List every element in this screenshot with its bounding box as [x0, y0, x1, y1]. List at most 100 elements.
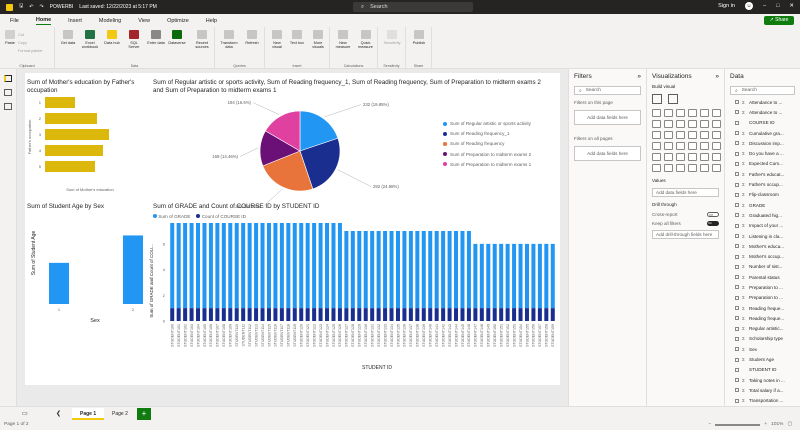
visual-type-icon[interactable] — [712, 120, 721, 128]
data-hub-button[interactable]: Data hub — [103, 30, 121, 45]
checkbox-icon[interactable] — [735, 378, 739, 383]
field-item[interactable]: Σ Graduated hig... — [725, 210, 800, 220]
checkbox-icon[interactable] — [735, 192, 739, 197]
combo-course-bar[interactable] — [170, 308, 175, 321]
sign-in-link[interactable]: Sign in — [718, 3, 735, 9]
new-measure-button[interactable]: New measure — [333, 30, 353, 49]
visual-type-icon[interactable] — [664, 120, 673, 128]
combo-grade-bar[interactable] — [370, 231, 375, 309]
bar1-bar[interactable] — [45, 97, 75, 108]
combo-course-bar[interactable] — [312, 308, 317, 321]
combo-course-bar[interactable] — [466, 308, 471, 321]
combo-course-bar[interactable] — [473, 308, 478, 321]
tab-page-1[interactable]: Page 1 — [72, 408, 105, 420]
excel-workbook-button[interactable]: Excel workbook — [81, 30, 99, 49]
checkbox-icon[interactable] — [735, 110, 739, 115]
keep-filters-toggle[interactable]: On — [707, 221, 719, 226]
paste-button[interactable]: Paste — [3, 30, 17, 45]
combo-grade-bar[interactable] — [325, 223, 330, 309]
visual-type-icon[interactable] — [676, 153, 685, 161]
field-item[interactable]: Σ Cumulative gra... — [725, 128, 800, 138]
combo-course-bar[interactable] — [408, 308, 413, 321]
filters-page-dropzone[interactable]: Add data fields here — [574, 110, 641, 125]
checkbox-icon[interactable] — [735, 357, 739, 362]
combo-grade-bar[interactable] — [331, 223, 336, 309]
combo-grade-bar[interactable] — [402, 231, 407, 309]
drill-through-dropzone[interactable]: Add drill-through fields here — [652, 230, 719, 239]
combo-grade-bar[interactable] — [357, 231, 362, 309]
visual-type-icon[interactable] — [688, 142, 697, 150]
publish-button[interactable]: Publish — [409, 30, 429, 45]
visual-type-icon[interactable] — [652, 131, 661, 139]
visual-type-icon[interactable] — [700, 109, 709, 117]
field-item[interactable]: Σ Expected Cum... — [725, 159, 800, 169]
combo-course-bar[interactable] — [228, 308, 233, 321]
col1-bar[interactable] — [123, 235, 143, 304]
pie-slice[interactable] — [299, 137, 341, 190]
combo-course-bar[interactable] — [325, 308, 330, 321]
zoom-slider[interactable] — [715, 424, 761, 426]
combo-grade-bar[interactable] — [221, 223, 226, 309]
combo-grade-bar[interactable] — [408, 231, 413, 309]
combo-grade-bar[interactable] — [228, 223, 233, 309]
table-view-icon[interactable] — [4, 89, 12, 96]
get-data-button[interactable]: Get data — [59, 30, 77, 45]
menu-home[interactable]: Home — [35, 16, 52, 25]
page-prev-icon[interactable]: ❮ — [56, 411, 62, 417]
field-item[interactable]: Σ Parental status — [725, 272, 800, 282]
menu-help[interactable]: Help — [205, 17, 218, 24]
combo-grade-bar[interactable] — [376, 231, 381, 309]
combo-grade-bar[interactable] — [389, 231, 394, 309]
combo-grade-bar[interactable] — [499, 243, 504, 309]
field-item[interactable]: Σ Total salary if a... — [725, 385, 800, 395]
checkbox-icon[interactable] — [735, 234, 739, 238]
combo-course-bar[interactable] — [279, 308, 284, 321]
visual-type-icon[interactable] — [712, 142, 721, 150]
combo-grade-bar[interactable] — [234, 223, 239, 309]
combo-course-bar[interactable] — [266, 308, 271, 321]
combo-grade-bar[interactable] — [421, 231, 426, 309]
combo-grade-bar[interactable] — [208, 223, 213, 309]
combo-course-bar[interactable] — [357, 308, 362, 321]
combo-grade-bar[interactable] — [460, 231, 465, 309]
combo-grade-bar[interactable] — [215, 223, 220, 309]
combo-grade-bar[interactable] — [273, 223, 278, 309]
menu-file[interactable]: File — [10, 17, 19, 24]
combo-course-bar[interactable] — [415, 308, 420, 321]
combo-grade-bar[interactable] — [518, 243, 523, 309]
field-item[interactable]: Σ Father's educat... — [725, 169, 800, 179]
field-item[interactable]: Σ Number of sist... — [725, 262, 800, 272]
combo-grade-bar[interactable] — [189, 223, 194, 309]
col1-bar[interactable] — [49, 262, 69, 304]
combo-grade-bar[interactable] — [176, 223, 181, 309]
combo-grade-bar[interactable] — [492, 243, 497, 309]
field-item[interactable]: Σ Father's occup... — [725, 179, 800, 189]
combo-course-bar[interactable] — [389, 308, 394, 321]
combo-grade-bar[interactable] — [479, 243, 484, 309]
field-item[interactable]: STUDENT ID — [725, 365, 800, 375]
model-view-icon[interactable] — [4, 103, 12, 110]
minimize-icon[interactable]: – — [763, 3, 767, 9]
visual-type-icon[interactable] — [652, 120, 661, 128]
recent-sources-button[interactable]: Recent sources — [191, 30, 213, 49]
maximize-icon[interactable]: □ — [776, 3, 780, 9]
field-item[interactable]: COURSE ID — [725, 118, 800, 128]
combo-course-bar[interactable] — [305, 308, 310, 321]
close-icon[interactable]: ✕ — [789, 3, 794, 9]
checkbox-icon[interactable] — [735, 388, 739, 393]
combo-course-bar[interactable] — [196, 308, 201, 321]
combo-course-bar[interactable] — [428, 308, 433, 321]
sql-server-button[interactable]: SQL Server — [125, 30, 143, 49]
visual-type-icon[interactable] — [688, 153, 697, 161]
combo-course-bar[interactable] — [292, 308, 297, 321]
bar1-bar[interactable] — [45, 113, 97, 124]
pie-chart[interactable]: 232 (19.85%) 292 (24.98%) 282 (24.12%) 169 … — [153, 98, 553, 208]
combo-grade-bar[interactable] — [312, 223, 317, 309]
combo-grade-bar[interactable] — [505, 243, 510, 309]
combo-grade-bar[interactable] — [441, 231, 446, 309]
field-item[interactable]: Σ Taking notes in ... — [725, 375, 800, 385]
combo-course-bar[interactable] — [286, 308, 291, 321]
visual-type-icon[interactable] — [688, 109, 697, 117]
checkbox-icon[interactable] — [735, 336, 739, 341]
visual-type-icon[interactable] — [700, 142, 709, 150]
